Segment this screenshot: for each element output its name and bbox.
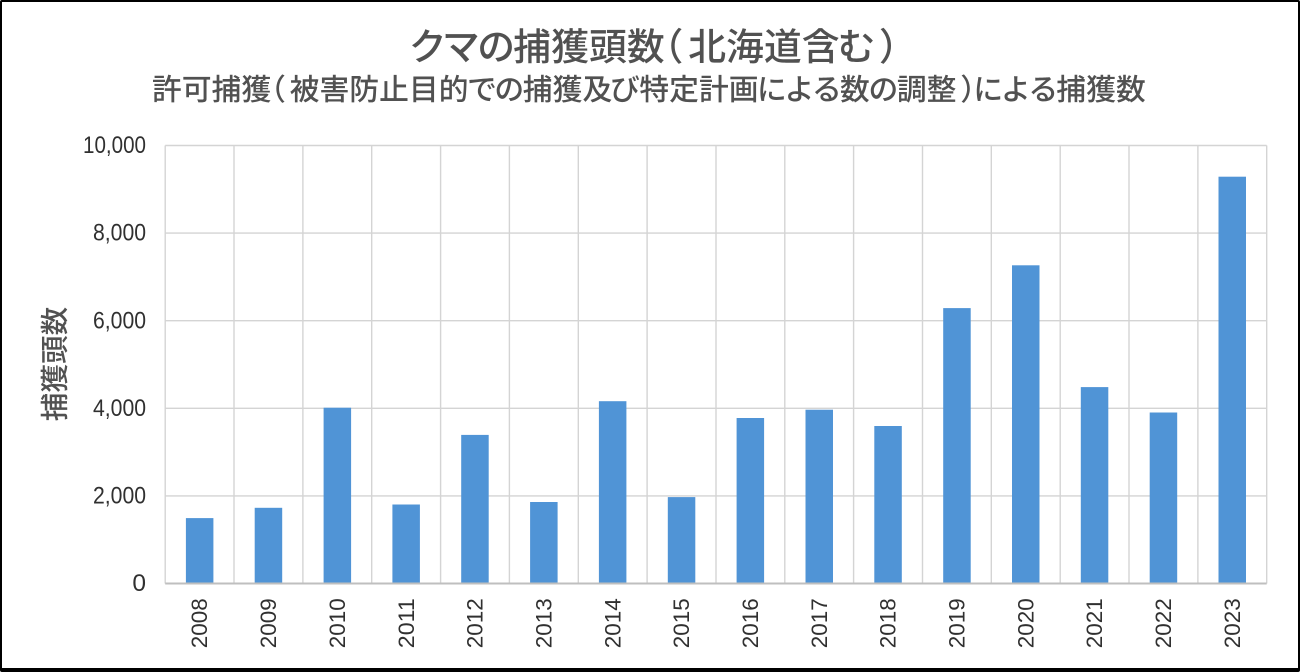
svg-text:2020: 2020 [1013,598,1038,648]
svg-text:2008: 2008 [187,598,212,648]
svg-text:6,000: 6,000 [93,307,146,334]
svg-text:2,000: 2,000 [93,483,146,510]
svg-text:2009: 2009 [256,598,281,648]
svg-text:2022: 2022 [1151,598,1176,648]
svg-text:0: 0 [132,570,146,597]
svg-text:2013: 2013 [531,598,556,648]
svg-text:2011: 2011 [394,598,419,648]
svg-text:10,000: 10,000 [83,132,146,159]
svg-text:8,000: 8,000 [93,220,146,247]
svg-text:2014: 2014 [600,598,625,648]
svg-text:2015: 2015 [669,598,694,648]
svg-text:2016: 2016 [738,598,763,648]
svg-text:2017: 2017 [807,598,832,648]
svg-text:2023: 2023 [1220,598,1245,648]
svg-text:2012: 2012 [463,598,488,648]
svg-text:2018: 2018 [876,598,901,648]
svg-text:2010: 2010 [325,598,350,648]
svg-text:2019: 2019 [945,598,970,648]
svg-text:4,000: 4,000 [93,395,146,422]
svg-text:2021: 2021 [1082,598,1107,648]
